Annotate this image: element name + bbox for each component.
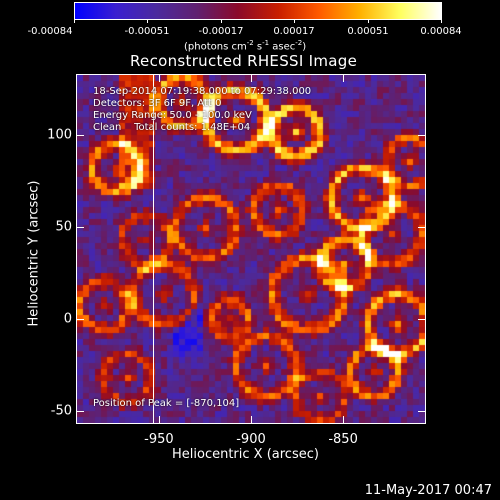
colorbar-tick-mark [368, 19, 369, 23]
colorbar-units: (photons cm-2 s-1 asec-2) [184, 39, 307, 53]
colorbar-tick-mark [221, 19, 222, 23]
colorbar-tick-label: -0.00017 [198, 26, 244, 37]
clean-counts: Clean Total counts: 1.48E+04 [93, 122, 251, 133]
x-tick-mark [158, 416, 160, 424]
colorbar-tick-label: 0.00051 [347, 26, 389, 37]
x-tick-mark [251, 416, 252, 424]
rhessi-image [76, 74, 426, 424]
x-tick-mark [158, 74, 160, 82]
colorbar-tick-label: 0.00084 [420, 26, 462, 37]
x-tick-label: -950 [144, 432, 174, 447]
peak-position: Position of Peak = [-870,104] [93, 398, 240, 409]
x-tick-mark [251, 74, 252, 82]
colorbar-tick-mark [294, 19, 295, 23]
solar-limb-line [153, 74, 154, 424]
colorbar-tick-label: -0.00051 [124, 26, 170, 37]
y-tick-mark [76, 319, 84, 320]
y-tick-mark [418, 319, 426, 320]
colorbar-tick-label: -0.00084 [27, 26, 73, 37]
x-tick-label: -900 [236, 432, 266, 447]
y-tick-label: 100 [47, 127, 72, 143]
detectors-info: Detectors: 3F 6F 9F, Att 0 [93, 98, 222, 109]
y-tick-mark [418, 411, 426, 413]
heatmap-canvas [77, 75, 425, 423]
y-tick-label: 50 [55, 219, 72, 235]
x-tick-mark [343, 416, 345, 424]
colorbar-tick-label: 0.00017 [273, 26, 315, 37]
x-tick-mark [343, 74, 345, 82]
colorbar-tick-mark [147, 19, 148, 23]
y-tick-mark [418, 226, 426, 228]
colorbar-tick-mark [74, 19, 75, 23]
colorbar-tick-mark [441, 19, 442, 23]
y-tick-mark [76, 134, 84, 136]
y-tick-mark [76, 226, 84, 228]
observation-time: 18-Sep-2014 07:19:38.000 to 07:29:38.000 [93, 86, 312, 97]
x-tick-label: -850 [328, 432, 358, 447]
plot-title: Reconstructed RHESSI Image [130, 52, 358, 70]
colorbar [74, 2, 442, 20]
y-axis-label: Heliocentric Y (arcsec) [26, 180, 42, 327]
y-tick-mark [418, 134, 426, 136]
timestamp: 11-May-2017 00:47 [364, 483, 492, 498]
x-axis-label: Heliocentric X (arcsec) [172, 447, 319, 462]
y-tick-label: -50 [50, 403, 72, 419]
y-tick-label: 0 [63, 311, 72, 327]
energy-range: Energy Range: 50.0 - 100.0 keV [93, 110, 252, 121]
y-tick-mark [76, 411, 84, 413]
